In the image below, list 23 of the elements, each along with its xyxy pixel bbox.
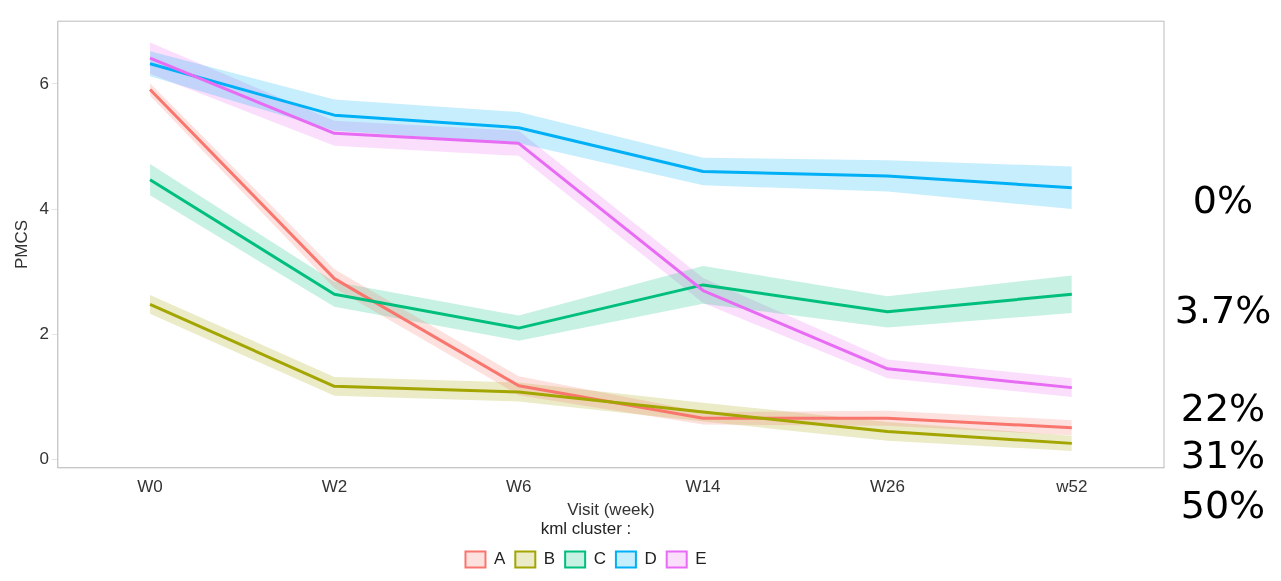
x-tick-label: W2: [321, 476, 348, 496]
text: 50%: [1179, 483, 1267, 527]
x-tick-label: W6: [506, 476, 532, 496]
text: 3.7%: [1173, 288, 1273, 332]
text: 31%: [1179, 433, 1267, 477]
x-tick-label: W14: [685, 476, 721, 496]
x-tick-label: W0: [137, 476, 163, 496]
text: 22%: [1179, 386, 1267, 430]
y-tick-label: 4: [39, 198, 49, 218]
legend-label: A: [493, 549, 506, 569]
legend-label: C: [593, 549, 606, 569]
text: 0%: [1191, 178, 1255, 222]
legend-label: B: [543, 549, 556, 569]
y-tick-label: 6: [39, 73, 49, 93]
y-axis-title: PMCS: [11, 219, 31, 270]
x-axis-title: Visit (week): [567, 500, 655, 520]
legend-label: E: [695, 549, 707, 569]
x-tick-label: W26: [869, 476, 905, 496]
y-tick-label: 0: [39, 449, 49, 469]
x-tick-label: w52: [1055, 476, 1088, 496]
legend-label: D: [644, 549, 657, 569]
legend-title: kml cluster :: [540, 518, 632, 538]
y-tick-label: 2: [39, 324, 49, 344]
